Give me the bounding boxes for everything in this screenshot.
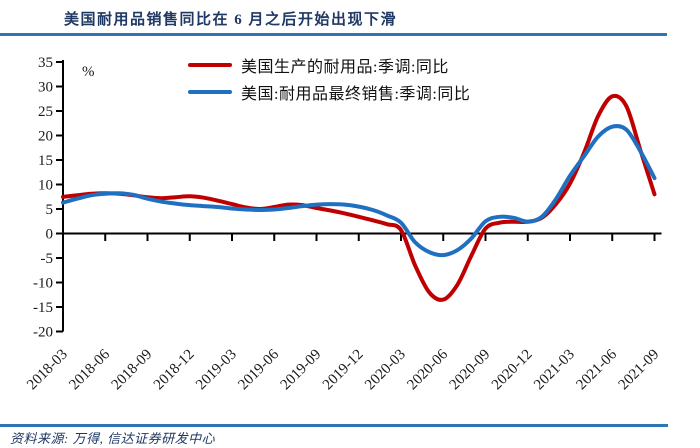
y-tick-label: 20: [38, 129, 53, 145]
top-divider-rule: [0, 33, 667, 36]
x-tick-label: 2019-06: [235, 346, 282, 393]
x-tick-label: 2019-12: [320, 347, 367, 394]
series-line-red: [61, 93, 657, 302]
y-tick-label: 5: [46, 202, 54, 218]
x-tick-label: 2020-03: [362, 347, 409, 394]
legend-item-final-sales: 美国:耐用品最终销售:季调:同比: [188, 81, 470, 103]
y-tick-label: 35: [38, 55, 53, 71]
y-tick-label: -5: [41, 251, 54, 267]
y-tick-label: 0: [46, 227, 54, 243]
bottom-divider-rule: [0, 424, 668, 427]
x-tick-label: 2020-09: [447, 347, 494, 394]
x-tick-label: 2019-09: [278, 347, 325, 394]
blue-line-swatch-icon: [188, 90, 232, 94]
y-axis-unit-label: %: [82, 64, 95, 80]
x-tick-label: 2018-03: [24, 347, 71, 394]
y-tick-label: 30: [38, 80, 53, 96]
x-tick-label: 2020-12: [489, 347, 536, 394]
x-tick-label: 2021-06: [573, 346, 620, 393]
x-tick-label: 2018-12: [151, 347, 198, 394]
y-tick-label: -20: [33, 325, 53, 341]
x-tick-label: 2018-06: [66, 346, 113, 393]
chart-legend: 美国生产的耐用品:季调:同比 美国:耐用品最终销售:季调:同比: [188, 54, 470, 108]
x-tick-label: 2019-03: [193, 347, 240, 394]
x-tick-label: 2021-09: [616, 347, 663, 394]
legend-item-produced-durables: 美国生产的耐用品:季调:同比: [188, 54, 470, 76]
x-tick-label: 2018-09: [109, 347, 156, 394]
x-tick-label: 2020-06: [404, 346, 451, 393]
legend-label: 美国:耐用品最终销售:季调:同比: [241, 86, 471, 103]
y-tick-label: 15: [38, 153, 53, 169]
y-tick-label: -15: [33, 300, 53, 316]
y-tick-label: 25: [38, 104, 53, 120]
red-line-swatch-icon: [188, 63, 232, 67]
y-tick-label: -10: [33, 276, 53, 292]
series-line-blue: [61, 124, 657, 258]
legend-label: 美国生产的耐用品:季调:同比: [241, 59, 449, 76]
x-tick-label: 2021-03: [531, 347, 578, 394]
y-tick-label: 10: [38, 178, 53, 194]
source-note: 资料来源: 万得, 信达证券研发中心: [10, 431, 216, 446]
page-title: 美国耐用品销售同比在 6 月之后开始出现下滑: [64, 12, 398, 28]
